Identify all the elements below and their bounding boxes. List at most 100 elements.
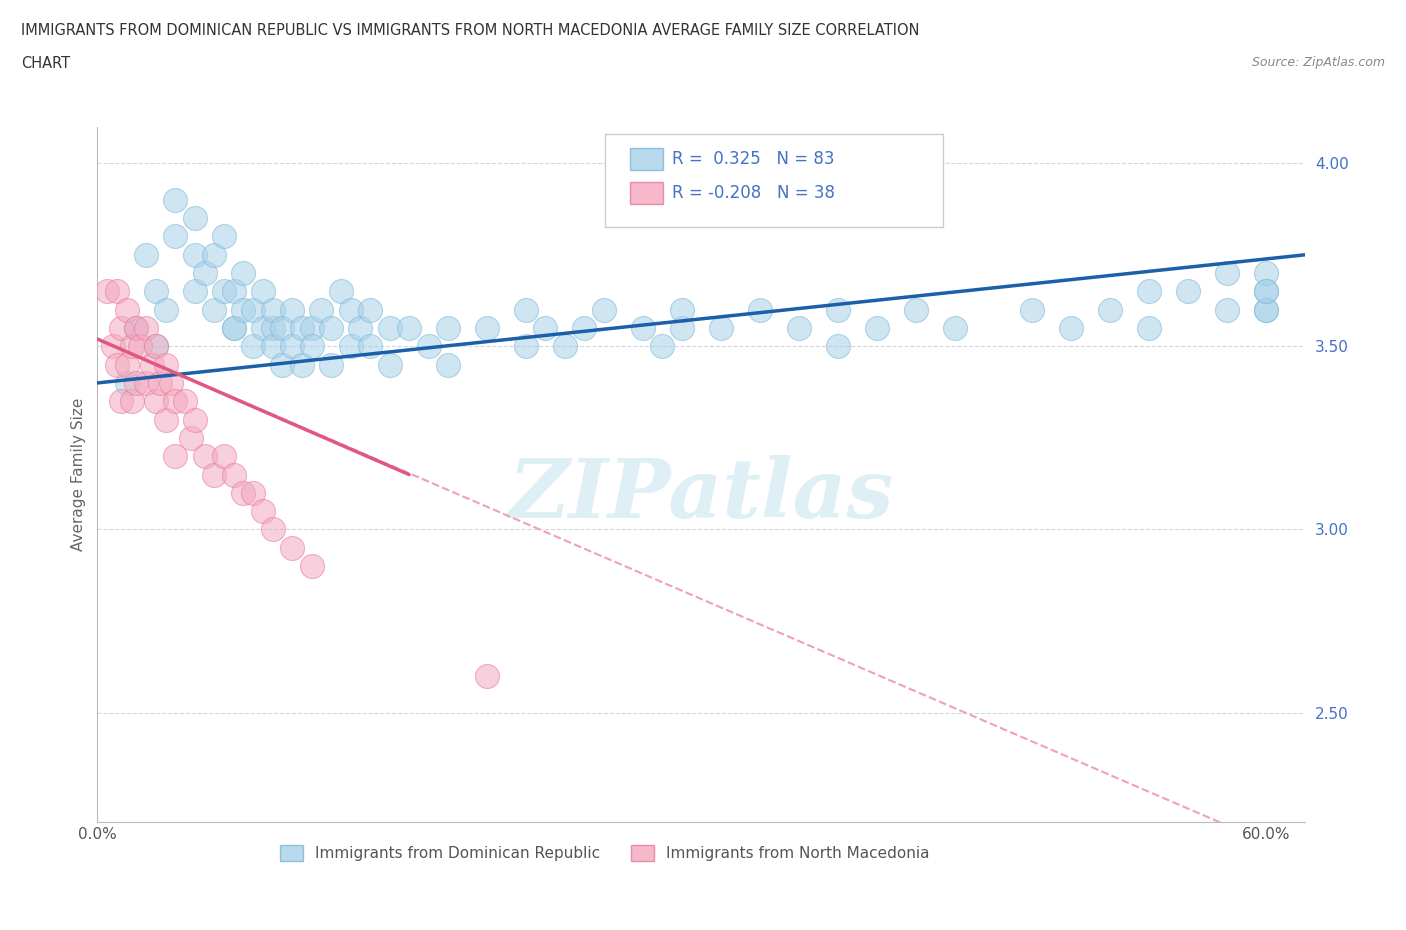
Text: Source: ZipAtlas.com: Source: ZipAtlas.com <box>1251 56 1385 69</box>
Point <box>1216 302 1239 317</box>
Point <box>311 302 333 317</box>
Point <box>281 302 304 317</box>
Point <box>135 247 157 262</box>
Point <box>165 393 187 408</box>
Point <box>515 302 537 317</box>
Point <box>145 339 167 353</box>
Point <box>262 339 284 353</box>
Point <box>149 376 172 391</box>
Point <box>180 431 202 445</box>
Point <box>515 339 537 353</box>
Point <box>145 339 167 353</box>
Point <box>165 229 187 244</box>
Point <box>475 669 498 684</box>
Point <box>193 266 215 281</box>
Point <box>242 339 264 353</box>
Point <box>160 376 183 391</box>
Point <box>1256 302 1278 317</box>
Point <box>1021 302 1043 317</box>
Point <box>339 339 361 353</box>
Point <box>105 357 128 372</box>
Legend: Immigrants from Dominican Republic, Immigrants from North Macedonia: Immigrants from Dominican Republic, Immi… <box>274 839 935 867</box>
Text: R =  0.325   N = 83: R = 0.325 N = 83 <box>672 151 835 168</box>
Point <box>262 321 284 336</box>
Point <box>271 321 294 336</box>
Point <box>232 485 254 500</box>
Point <box>193 449 215 464</box>
Point <box>121 393 143 408</box>
Point <box>378 321 401 336</box>
Text: ZIPatlas: ZIPatlas <box>509 456 894 536</box>
Point <box>651 339 673 353</box>
Point <box>252 284 274 299</box>
Point <box>475 321 498 336</box>
Point <box>943 321 966 336</box>
Point <box>184 412 207 427</box>
Point <box>145 393 167 408</box>
Point <box>631 321 654 336</box>
Point <box>301 559 323 574</box>
Point <box>554 339 576 353</box>
Point <box>184 211 207 226</box>
Point <box>145 284 167 299</box>
Point <box>291 357 314 372</box>
Point <box>101 339 124 353</box>
Point <box>202 467 225 482</box>
Point <box>1177 284 1199 299</box>
Point <box>262 522 284 537</box>
Point <box>96 284 118 299</box>
Point <box>1137 321 1160 336</box>
Y-axis label: Average Family Size: Average Family Size <box>72 398 86 551</box>
Point <box>301 339 323 353</box>
Point <box>378 357 401 372</box>
Point <box>252 321 274 336</box>
FancyBboxPatch shape <box>605 134 943 228</box>
Point <box>155 357 177 372</box>
Point <box>329 284 352 299</box>
Point <box>281 339 304 353</box>
Point <box>141 357 163 372</box>
Point <box>748 302 770 317</box>
Point <box>155 302 177 317</box>
Point <box>222 284 245 299</box>
Point <box>115 357 138 372</box>
Point <box>1137 284 1160 299</box>
Point <box>339 302 361 317</box>
Point <box>222 467 245 482</box>
Point <box>359 339 381 353</box>
Point <box>865 321 887 336</box>
Point <box>232 302 254 317</box>
Point <box>710 321 733 336</box>
Point <box>115 376 138 391</box>
Point <box>437 357 460 372</box>
Point <box>534 321 557 336</box>
Point <box>110 321 132 336</box>
FancyBboxPatch shape <box>630 181 662 204</box>
Point <box>418 339 440 353</box>
Point <box>1256 266 1278 281</box>
Point <box>593 302 616 317</box>
Point <box>574 321 596 336</box>
Point <box>321 357 343 372</box>
Point <box>262 302 284 317</box>
Point <box>184 284 207 299</box>
Point <box>827 302 849 317</box>
Point <box>301 321 323 336</box>
Point <box>110 393 132 408</box>
Point <box>125 321 148 336</box>
Point <box>115 302 138 317</box>
Point <box>437 321 460 336</box>
Point <box>1256 284 1278 299</box>
Point <box>1256 284 1278 299</box>
Point <box>359 302 381 317</box>
Point <box>671 302 693 317</box>
Point <box>1060 321 1083 336</box>
Point <box>174 393 197 408</box>
Point <box>398 321 420 336</box>
Point <box>129 339 152 353</box>
Point <box>242 485 264 500</box>
Point <box>1256 302 1278 317</box>
Point <box>242 302 264 317</box>
Point <box>202 302 225 317</box>
Point <box>787 321 810 336</box>
